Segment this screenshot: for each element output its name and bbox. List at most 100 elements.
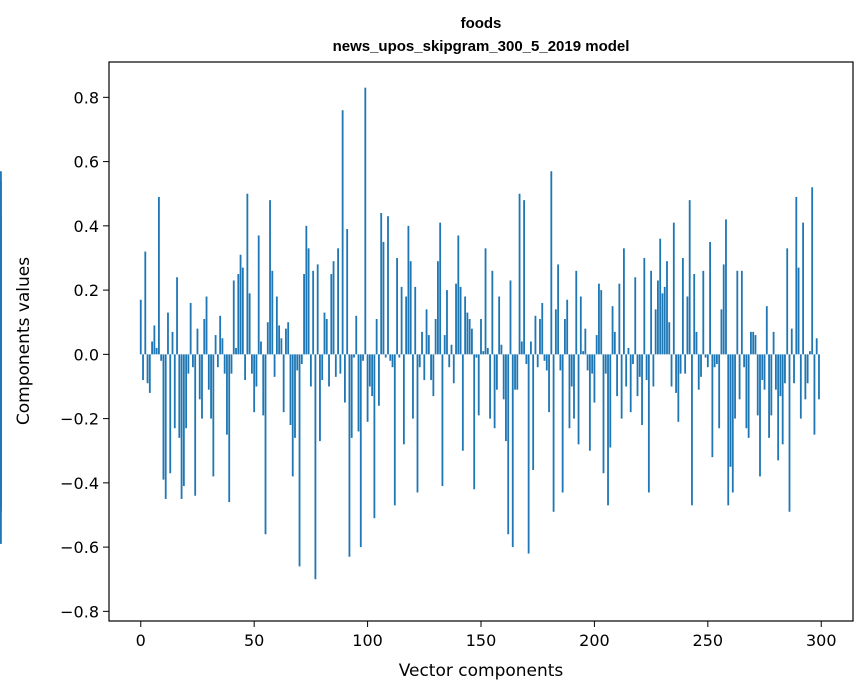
bar-93 [350,354,353,438]
bar-246 [697,354,700,390]
bar-undefined [0,354,2,487]
bar-97 [359,354,362,548]
bar-172 [530,341,532,355]
chart-subtitle: news_upos_skipgram_300_5_2019 model [333,38,630,55]
bar-103 [373,354,376,519]
bar-39 [228,354,231,503]
bar-277 [768,354,770,438]
bar-173 [532,354,535,471]
bar-20 [185,354,188,429]
bar-281 [777,354,780,461]
bar-195 [582,351,584,355]
bar-270 [752,331,755,355]
bar-208 [611,306,614,355]
bar-292 [802,222,804,355]
bar-55 [264,354,267,535]
bar-11 [164,354,167,499]
bar-280 [774,354,777,390]
bar-100 [366,354,369,422]
bar-163 [509,280,512,355]
bar-192 [575,270,578,355]
bar-267 [745,354,748,429]
bar-142 [461,354,464,451]
bar-229 [659,238,662,355]
bar-171 [527,354,530,554]
bar-126 [425,309,428,355]
bar-157 [495,354,498,390]
bar-25 [196,328,199,355]
bar-284 [784,354,786,384]
bar-46 [244,354,246,381]
bar-112 [393,354,396,506]
bar-278 [770,354,773,416]
bar-29 [205,296,208,355]
bar-58 [271,270,274,355]
bar-203 [600,290,603,355]
bar-131 [437,261,439,355]
bar-289 [795,196,798,355]
bar-212 [620,354,623,419]
bar-298 [815,338,818,355]
bar-35 [219,315,222,355]
bar-117 [405,296,408,355]
bar-104 [375,319,378,355]
bar-295 [809,351,811,355]
bar-258 [725,219,727,355]
bar-94 [353,354,355,358]
bar-130 [434,319,437,355]
bar-165 [514,354,516,390]
bar-5 [151,341,153,355]
x-tick-label-100: 100 [352,631,383,650]
bar-211 [618,283,621,355]
bar-249 [704,354,707,358]
bar-168 [520,341,523,355]
bar-42 [235,347,237,355]
bar-116 [402,354,405,445]
bar-205 [604,354,607,374]
bar-180 [548,354,550,413]
plot-frame [108,61,854,622]
bar-183 [554,309,557,355]
bar-204 [602,354,605,474]
bar-82 [325,319,328,355]
bar-undefined [0,251,2,355]
bar-92 [348,354,351,557]
bar-61 [278,325,281,355]
bar-73 [305,225,308,355]
bar-245 [695,331,698,355]
bar-105 [378,354,380,406]
bar-276 [765,306,768,355]
bar-296 [811,187,814,355]
bar-222 [643,257,646,355]
bar-129 [432,354,435,397]
bar-101 [368,354,371,387]
bar-275 [763,354,766,390]
bar-271 [754,335,757,355]
bar-59 [273,354,276,377]
bar-178 [543,354,546,361]
bar-291 [799,354,802,419]
bar-series [0,87,820,580]
bar-99 [364,87,367,355]
bar-273 [759,354,761,477]
bar-9 [160,354,163,361]
x-tick-label-300: 300 [806,631,837,650]
bar-136 [448,354,451,368]
bar-150 [480,319,482,355]
bar-254 [716,354,718,364]
bar-88 [339,354,342,374]
bar-179 [545,354,548,371]
bar-10 [162,354,165,480]
bar-33 [214,335,217,355]
bar-106 [380,212,383,355]
bar-70 [298,354,301,567]
bar-253 [713,354,716,368]
bar-75 [309,354,312,387]
bar-206 [607,354,609,506]
y-tick-label-4: 0.0 [74,345,99,364]
bar-16 [176,277,178,355]
bar-279 [772,331,775,355]
y-tick-label-3: −0.2 [60,410,99,429]
bar-65 [287,322,290,355]
bar-120 [412,354,414,419]
